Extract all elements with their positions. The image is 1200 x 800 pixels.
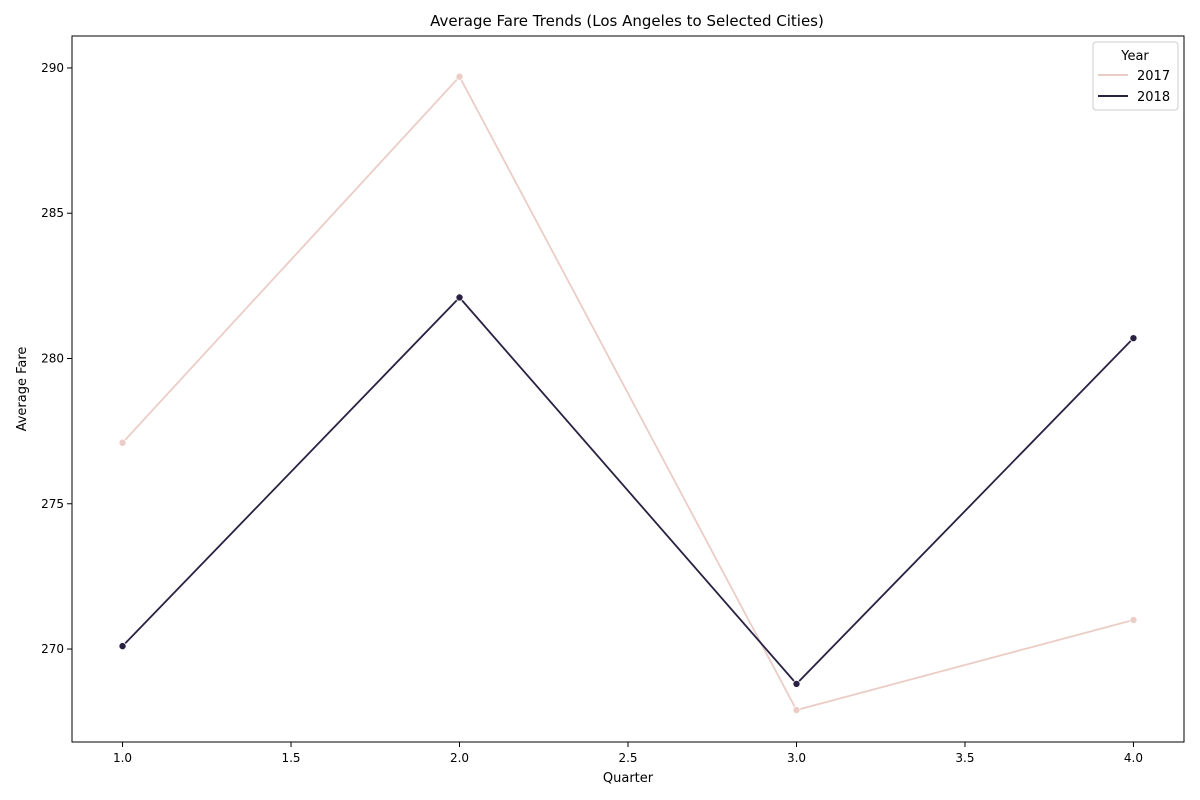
data-point-2017	[455, 72, 464, 81]
x-tick-label: 3.5	[955, 751, 974, 765]
y-tick-label: 270	[41, 642, 64, 656]
series-line-2017	[121, 75, 1134, 712]
y-tick-label: 280	[41, 351, 64, 365]
x-tick-label: 1.5	[281, 751, 300, 765]
x-tick-label: 3.0	[787, 751, 806, 765]
y-tick-label: 290	[41, 61, 64, 75]
data-point-2017	[118, 438, 127, 447]
chart-title: Average Fare Trends (Los Angeles to Sele…	[430, 12, 824, 30]
data-point-2018	[792, 679, 801, 688]
x-tick-label: 4.0	[1124, 751, 1143, 765]
plot-frame	[71, 35, 1185, 743]
legend-box	[1092, 41, 1179, 111]
y-tick-label: 285	[41, 206, 64, 220]
data-point-2017	[1129, 615, 1138, 624]
x-tick-label: 2.0	[450, 751, 469, 765]
legend-label-2018: 2018	[1137, 90, 1170, 105]
y-axis-label: Average Fare	[15, 347, 30, 432]
legend: Year 2017 2018	[1092, 41, 1179, 111]
legend-label-2017: 2017	[1137, 69, 1170, 84]
plot-area	[118, 72, 1138, 715]
legend-title: Year	[1120, 49, 1149, 64]
data-point-2017	[792, 706, 801, 715]
data-point-2018	[1129, 334, 1138, 343]
x-axis: 1.0 1.5 2.0 2.5 3.0 3.5 4.0	[113, 742, 1143, 765]
x-tick-label: 2.5	[618, 751, 637, 765]
x-tick-label: 1.0	[113, 751, 132, 765]
data-point-2018	[118, 642, 127, 651]
data-point-2018	[455, 293, 464, 302]
x-axis-label: Quarter	[603, 771, 654, 786]
y-tick-label: 275	[41, 497, 64, 511]
series-line-2018	[121, 296, 1135, 686]
y-axis: 270 275 280 285 290	[41, 61, 72, 656]
